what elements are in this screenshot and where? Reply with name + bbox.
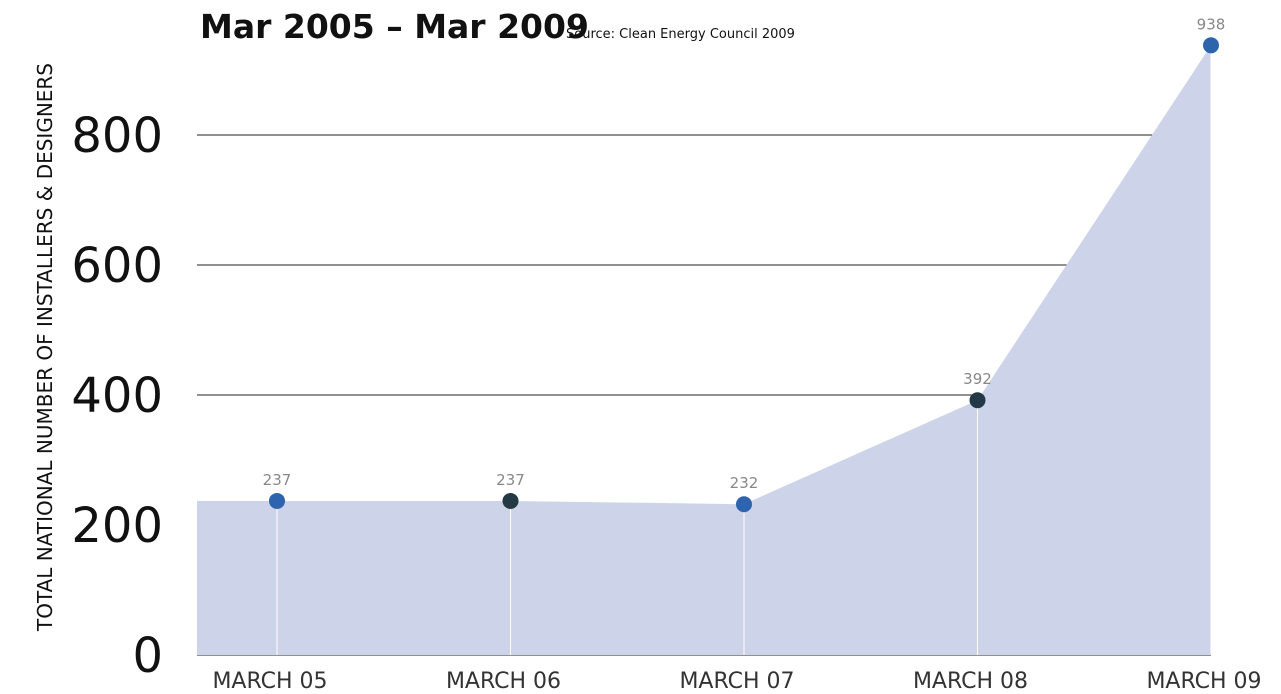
y-tick-label: 0 bbox=[132, 628, 163, 684]
point bbox=[969, 392, 986, 409]
x-tick-label: MARCH 05 bbox=[212, 669, 327, 694]
x-tick-label: MARCH 07 bbox=[679, 669, 794, 694]
x-tick-label: MARCH 06 bbox=[446, 669, 561, 694]
chart-title: Mar 2005 – Mar 2009 bbox=[200, 7, 589, 46]
x-tick-label: MARCH 08 bbox=[913, 669, 1028, 694]
value-label: 237 bbox=[263, 471, 292, 489]
y-tick-label: 200 bbox=[71, 498, 163, 554]
source: Source: Clean Energy Council 2009 bbox=[566, 27, 795, 42]
point bbox=[736, 496, 752, 513]
point bbox=[1203, 37, 1219, 54]
x-tick-label: MARCH 09 bbox=[1146, 669, 1261, 694]
y-tick-label: 400 bbox=[71, 368, 163, 424]
area-lead bbox=[197, 500, 277, 655]
y-tick-label: 600 bbox=[71, 238, 163, 294]
y-tick-label: 800 bbox=[71, 108, 163, 164]
value-label: 392 bbox=[963, 370, 992, 388]
y-axis-label: TOTAL NATIONAL NUMBER OF INSTALLERS & DE… bbox=[33, 63, 57, 632]
point bbox=[269, 492, 285, 509]
value-label: 938 bbox=[1197, 15, 1226, 33]
value-label: 232 bbox=[730, 474, 759, 492]
value-label: 237 bbox=[496, 471, 525, 489]
point bbox=[502, 492, 519, 509]
